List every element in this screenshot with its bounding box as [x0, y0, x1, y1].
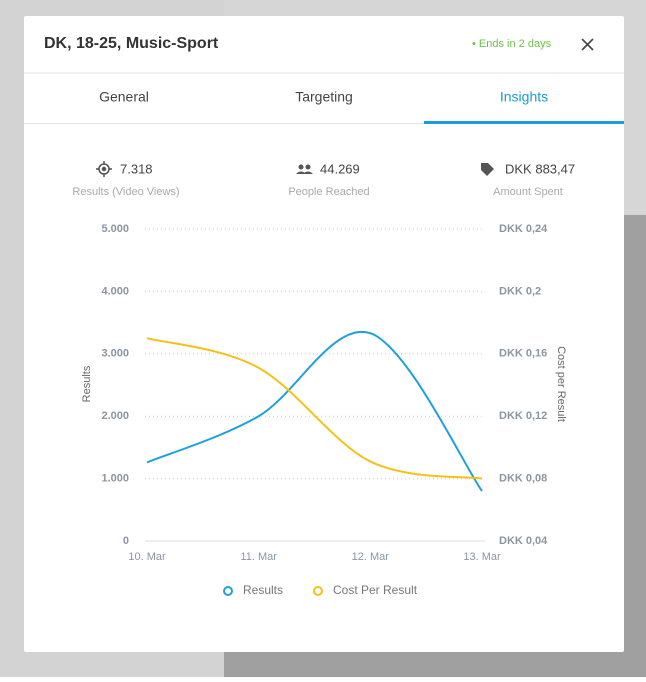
stat-value: DKK 883,47: [505, 161, 575, 176]
y-tick-label: 5.000: [101, 223, 129, 235]
status: • Ends in 2 days: [472, 38, 552, 50]
legend-label: Cost Per Result: [333, 583, 418, 597]
stat-label: Amount Spent: [493, 186, 563, 198]
tab[interactable]: General: [99, 89, 149, 105]
y-tick-label: 2.000: [101, 410, 129, 422]
y-tick-label: 3.000: [101, 348, 129, 360]
stat-label: People Reached: [288, 186, 369, 198]
y-axis-title: Results: [81, 365, 93, 402]
y2-tick-label: DKK 0,04: [499, 535, 548, 547]
tab-active[interactable]: Insights: [500, 89, 548, 105]
tab[interactable]: Targeting: [295, 89, 353, 105]
stat-value: 7.318: [120, 161, 153, 176]
x-tick-label: 10. Mar: [128, 551, 166, 563]
y2-tick-label: DKK 0,16: [499, 348, 547, 360]
x-tick-label: 11. Mar: [240, 551, 277, 563]
line: [146, 337, 483, 480]
legend-marker: [223, 586, 233, 596]
line: [146, 330, 483, 492]
x-tick-label: 13. Mar: [463, 551, 501, 563]
y2-tick-label: DKK 0,08: [499, 473, 547, 485]
y2-tick-label: DKK 0,2: [499, 285, 541, 297]
legend-label: Results: [243, 583, 283, 597]
y-tick-label: 4.000: [101, 285, 129, 297]
tab-indicator: [424, 121, 624, 124]
y2-axis-title: Cost per Result: [555, 346, 567, 422]
icon-people: [296, 164, 313, 174]
legend-marker: [313, 586, 323, 596]
modal-title: DK, 18-25, Music-Sport: [44, 35, 219, 52]
modal: [24, 16, 624, 652]
icon-tag: [481, 163, 494, 176]
x-tick-label: 12. Mar: [352, 551, 390, 563]
y2-tick-label: DKK 0,24: [499, 223, 548, 235]
y2-tick-label: DKK 0,12: [499, 410, 547, 422]
stat-value: 44.269: [320, 161, 360, 176]
stat-label: Results (Video Views): [72, 186, 179, 198]
close-button[interactable]: [581, 38, 594, 51]
y-tick-label: 1.000: [101, 473, 129, 485]
y-tick-label: 0: [123, 535, 129, 547]
icon-target: [96, 161, 112, 177]
